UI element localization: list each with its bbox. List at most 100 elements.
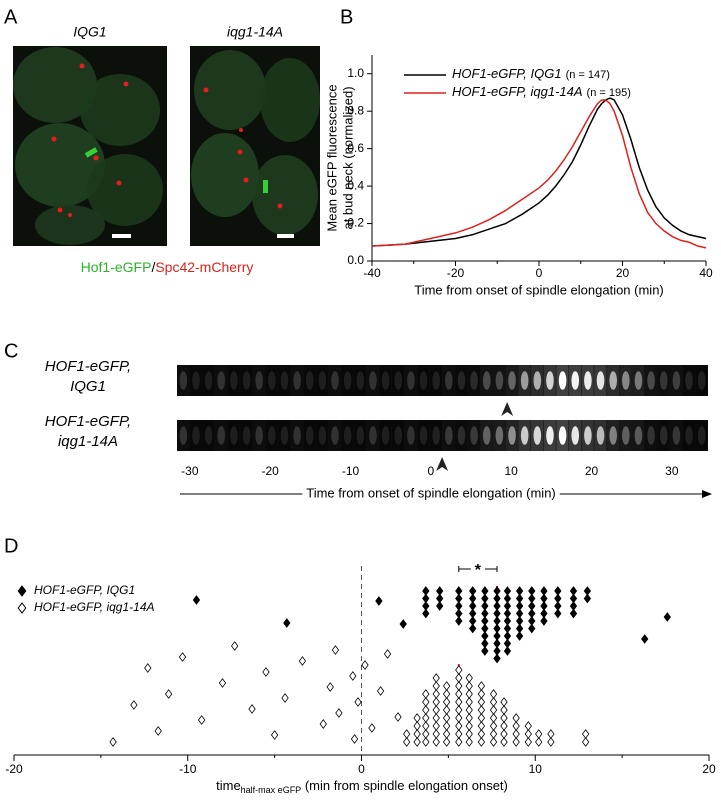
- data-point: [432, 721, 440, 731]
- panel-label: D: [4, 535, 18, 557]
- x-tick-label: 0: [428, 464, 435, 478]
- frame-signal: [192, 371, 200, 390]
- data-point: [442, 713, 451, 723]
- kymograph-strip: [177, 420, 708, 451]
- data-point: [413, 729, 421, 739]
- data-point: [489, 729, 498, 739]
- legend-marker: [17, 602, 27, 614]
- frame-signal: [369, 371, 377, 390]
- x-tick-label: 0: [358, 762, 365, 776]
- frame-signal: [242, 426, 251, 445]
- frame-signal: [230, 426, 238, 445]
- data-point: [524, 737, 532, 747]
- frame-signal: [419, 371, 428, 390]
- data-point: [455, 697, 463, 707]
- data-point: [319, 719, 327, 729]
- frame-signal: [558, 371, 567, 390]
- data-point: [455, 737, 463, 747]
- x-tick-label: 10: [529, 762, 543, 776]
- y-tick-label: 0.8: [347, 103, 364, 117]
- data-point: [489, 713, 498, 723]
- frame-signal: [356, 426, 365, 445]
- channel-name: Spc42-mCherry: [155, 259, 253, 275]
- data-point: [248, 704, 256, 714]
- data-point: [477, 737, 486, 747]
- data-point: [465, 681, 473, 691]
- x-label-rest: (min from spindle elongation onset): [301, 778, 508, 793]
- row-label: HOF1-eGFP,: [45, 358, 131, 375]
- data-point: [477, 713, 486, 723]
- data-point: [432, 673, 440, 683]
- legend-entry: HOF1-eGFP, IQG1: [34, 583, 135, 597]
- data-point: [331, 645, 340, 655]
- channel-legend: Hof1-eGFP/Spc42-mCherry: [81, 259, 254, 275]
- frame-signal: [242, 371, 251, 390]
- data-point: [489, 689, 498, 699]
- data-point: [489, 737, 498, 747]
- y-tick-label: 0.0: [347, 253, 364, 267]
- x-axis-label: timehalf-max eGFP (min from spindle elon…: [216, 778, 508, 795]
- frame-signal: [407, 371, 415, 390]
- significance-bracket: [458, 566, 498, 572]
- data-point: [465, 729, 473, 739]
- frame-signal: [305, 371, 314, 390]
- data-point: [465, 673, 473, 683]
- frame-signal: [470, 426, 478, 445]
- frame-signal: [647, 371, 655, 390]
- frame-signal: [634, 371, 643, 390]
- frame-signal: [533, 426, 542, 445]
- data-point: [455, 705, 463, 715]
- data-point: [455, 665, 463, 675]
- frame-signal: [432, 426, 440, 445]
- panel-label: B: [340, 6, 353, 28]
- data-point: [383, 649, 392, 659]
- x-label-main: time: [216, 778, 241, 793]
- frame-signal: [318, 426, 327, 445]
- frame-signal: [571, 426, 580, 445]
- frame-signal: [381, 426, 390, 445]
- x-tick-label: -20: [5, 762, 23, 776]
- frame-signal: [179, 371, 188, 390]
- frame-signal: [432, 371, 440, 390]
- data-point: [489, 721, 498, 731]
- data-point: [455, 681, 463, 691]
- data-point: [500, 697, 508, 707]
- frame-signal: [217, 371, 226, 390]
- data-point: [477, 729, 486, 739]
- frame-signal: [697, 426, 706, 445]
- data-point: [422, 608, 430, 619]
- data-point: [218, 678, 227, 688]
- legend-label: HOF1-eGFP, iqg1-14A: [452, 84, 583, 99]
- frame-signal: [622, 371, 630, 390]
- x-axis-label: Time from onset of spindle elongation (m…: [414, 282, 664, 297]
- frame-signal: [445, 426, 453, 445]
- y-axis-label: at bud neck (normalized): [340, 86, 355, 229]
- significance-label: *: [475, 562, 482, 579]
- y-tick-label: 0.4: [347, 178, 364, 192]
- frame-signal: [672, 371, 681, 390]
- micrograph: [13, 46, 167, 246]
- data-point: [432, 729, 440, 739]
- data-point: [547, 729, 555, 739]
- legend-n: (n = 147): [566, 69, 610, 81]
- frame-signal: [685, 371, 693, 390]
- data-point: [298, 656, 307, 666]
- data-point: [399, 619, 407, 629]
- data-point: [198, 715, 206, 725]
- frame-signal: [280, 426, 289, 445]
- data-point: [481, 646, 489, 656]
- frame-signal: [659, 426, 668, 445]
- data-point: [535, 737, 543, 747]
- data-point: [442, 729, 451, 739]
- data-point: [422, 689, 430, 699]
- row-label: iqg1-14A: [58, 433, 118, 450]
- data-point: [547, 737, 555, 747]
- frame-signal: [634, 426, 643, 445]
- data-point: [512, 713, 520, 723]
- legend-entry: HOF1-eGFP, IQG1 (n = 147): [452, 66, 610, 81]
- frame-signal: [268, 426, 276, 445]
- y-axis-label: Mean eGFP fluorescence: [324, 84, 339, 231]
- data-point: [515, 631, 524, 641]
- y-tick-label: 1.0: [347, 66, 364, 80]
